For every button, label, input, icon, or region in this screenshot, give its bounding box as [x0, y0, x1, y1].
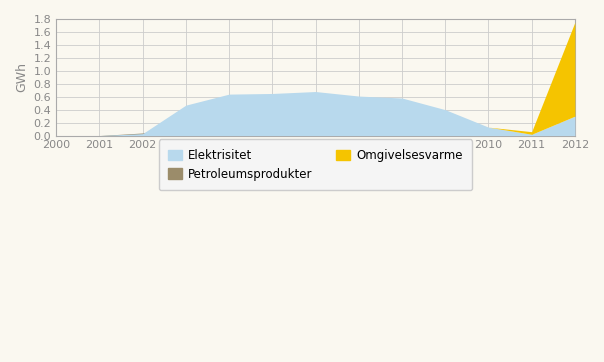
- Y-axis label: GWh: GWh: [15, 62, 28, 92]
- Legend: Elektrisitet, Petroleumsprodukter, Omgivelsesvarme: Elektrisitet, Petroleumsprodukter, Omgiv…: [159, 139, 472, 190]
